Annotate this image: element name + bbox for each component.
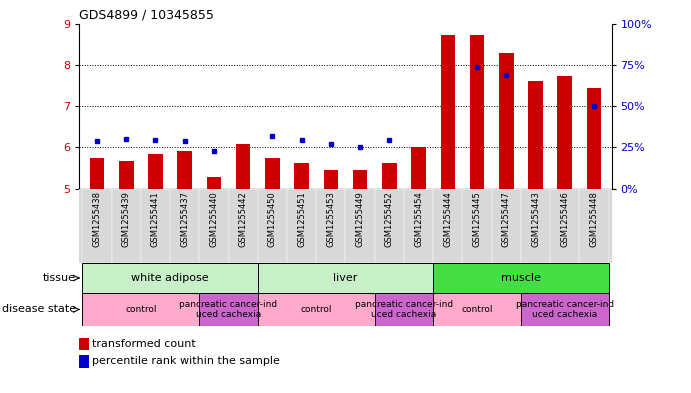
Bar bbox=[258, 263, 433, 293]
Bar bbox=[82, 263, 258, 293]
Bar bbox=[178, 151, 192, 189]
Bar bbox=[287, 189, 316, 263]
Bar bbox=[119, 161, 133, 189]
Text: GSM1255450: GSM1255450 bbox=[268, 191, 277, 247]
Bar bbox=[492, 189, 521, 263]
Text: GSM1255447: GSM1255447 bbox=[502, 191, 511, 247]
Bar bbox=[528, 81, 543, 189]
Text: control: control bbox=[462, 305, 493, 314]
Text: GSM1255446: GSM1255446 bbox=[560, 191, 569, 247]
Text: GSM1255449: GSM1255449 bbox=[356, 191, 365, 247]
Text: tissue: tissue bbox=[43, 273, 76, 283]
Bar bbox=[258, 189, 287, 263]
Text: GSM1255452: GSM1255452 bbox=[385, 191, 394, 247]
Bar bbox=[433, 189, 462, 263]
Text: pancreatic cancer-ind
uced cachexia: pancreatic cancer-ind uced cachexia bbox=[180, 300, 278, 319]
Bar bbox=[521, 189, 550, 263]
Text: GSM1255453: GSM1255453 bbox=[326, 191, 335, 247]
Bar bbox=[382, 163, 397, 189]
Bar bbox=[353, 170, 368, 189]
Text: control: control bbox=[301, 305, 332, 314]
Text: GDS4899 / 10345855: GDS4899 / 10345855 bbox=[79, 8, 214, 21]
Bar bbox=[82, 293, 199, 326]
Text: GSM1255454: GSM1255454 bbox=[414, 191, 423, 247]
Bar bbox=[199, 293, 258, 326]
Bar bbox=[433, 293, 521, 326]
Bar bbox=[112, 189, 141, 263]
Bar bbox=[470, 35, 484, 189]
Bar bbox=[587, 88, 601, 189]
Bar bbox=[79, 355, 89, 368]
Text: GSM1255442: GSM1255442 bbox=[238, 191, 247, 247]
Text: liver: liver bbox=[333, 273, 358, 283]
Text: pancreatic cancer-ind
uced cachexia: pancreatic cancer-ind uced cachexia bbox=[515, 300, 614, 319]
Bar bbox=[346, 189, 375, 263]
Bar bbox=[558, 76, 572, 189]
Bar bbox=[258, 293, 375, 326]
Bar bbox=[207, 177, 221, 189]
Bar bbox=[79, 338, 89, 350]
Bar bbox=[550, 189, 579, 263]
Bar bbox=[440, 35, 455, 189]
Text: percentile rank within the sample: percentile rank within the sample bbox=[92, 356, 280, 366]
Bar bbox=[170, 189, 199, 263]
Bar bbox=[411, 147, 426, 189]
Bar bbox=[323, 170, 338, 189]
Bar bbox=[294, 163, 309, 189]
Bar bbox=[375, 293, 433, 326]
Text: GSM1255451: GSM1255451 bbox=[297, 191, 306, 247]
Bar bbox=[404, 189, 433, 263]
Text: GSM1255444: GSM1255444 bbox=[444, 191, 453, 247]
Bar bbox=[433, 263, 609, 293]
Text: control: control bbox=[125, 305, 157, 314]
Bar bbox=[265, 158, 280, 189]
Text: GSM1255437: GSM1255437 bbox=[180, 191, 189, 247]
Bar bbox=[316, 189, 346, 263]
Text: disease state: disease state bbox=[2, 305, 76, 314]
Bar bbox=[462, 189, 492, 263]
Text: white adipose: white adipose bbox=[131, 273, 209, 283]
Bar bbox=[236, 144, 250, 189]
Text: GSM1255448: GSM1255448 bbox=[589, 191, 598, 247]
Text: GSM1255441: GSM1255441 bbox=[151, 191, 160, 247]
Bar bbox=[141, 189, 170, 263]
Text: GSM1255439: GSM1255439 bbox=[122, 191, 131, 247]
Bar bbox=[499, 53, 513, 189]
Bar bbox=[90, 158, 104, 189]
Text: GSM1255443: GSM1255443 bbox=[531, 191, 540, 247]
Text: GSM1255440: GSM1255440 bbox=[209, 191, 218, 247]
Text: transformed count: transformed count bbox=[92, 339, 196, 349]
Bar bbox=[579, 189, 609, 263]
Bar bbox=[521, 293, 609, 326]
Text: muscle: muscle bbox=[501, 273, 541, 283]
Text: GSM1255438: GSM1255438 bbox=[93, 191, 102, 247]
Text: GSM1255445: GSM1255445 bbox=[473, 191, 482, 247]
Bar bbox=[199, 189, 229, 263]
Bar bbox=[375, 189, 404, 263]
Bar bbox=[82, 189, 112, 263]
Bar bbox=[229, 189, 258, 263]
Text: pancreatic cancer-ind
uced cachexia: pancreatic cancer-ind uced cachexia bbox=[355, 300, 453, 319]
Bar bbox=[148, 154, 163, 189]
